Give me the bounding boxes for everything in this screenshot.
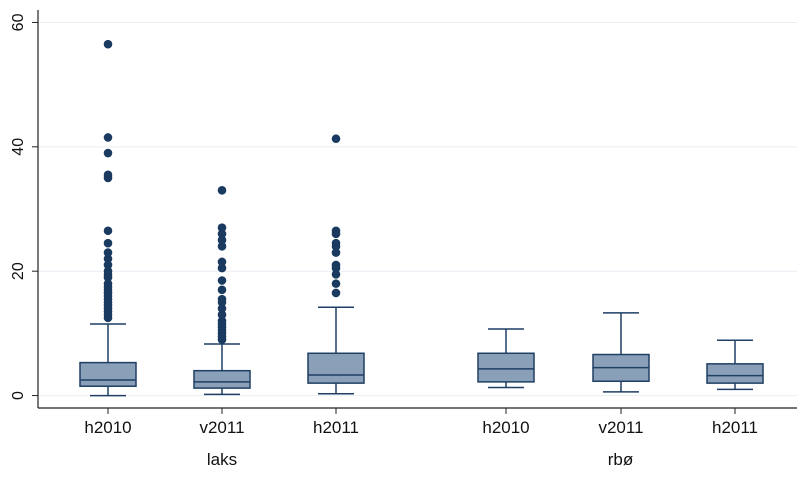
outlier-point — [331, 279, 341, 288]
outlier-point — [103, 248, 113, 257]
group-label: laks — [207, 450, 237, 469]
outlier-point — [103, 170, 113, 180]
x-tick-label: h2010 — [84, 418, 131, 437]
outlier-point — [103, 238, 113, 248]
box — [193, 369, 251, 389]
outlier-point — [217, 285, 227, 295]
outlier-point — [217, 263, 227, 273]
outlier-point — [217, 316, 227, 326]
outlier-point — [103, 133, 113, 142]
outlier-point — [103, 260, 113, 270]
x-tick-label: h2010 — [482, 418, 529, 437]
y-tick-label: 40 — [10, 138, 27, 156]
outlier-point — [331, 288, 341, 298]
outlier-point — [217, 235, 227, 245]
box — [706, 363, 764, 384]
outlier-point — [217, 242, 227, 251]
outlier-point — [103, 148, 113, 158]
x-axis: h2010 v2011 h2011 laks h2010 v2011 h2011 rbø — [38, 407, 797, 469]
box — [307, 352, 365, 384]
x-tick-label: h2011 — [313, 418, 359, 437]
box — [79, 361, 137, 387]
y-tick-label: 60 — [10, 13, 27, 31]
group-label: rbø — [608, 450, 634, 469]
outlier-point — [103, 39, 113, 49]
outlier-point — [103, 254, 113, 264]
y-tick-label: 20 — [10, 262, 27, 280]
outlier-point — [103, 279, 113, 288]
box-series — [79, 39, 764, 397]
x-tick-label: v2011 — [598, 418, 643, 437]
outlier-point — [217, 304, 227, 313]
gridlines — [38, 21, 797, 397]
outlier-point — [217, 229, 227, 239]
outlier-point — [103, 266, 113, 276]
outlier-point — [217, 223, 227, 232]
outlier-point — [217, 310, 227, 320]
outlier-point — [217, 294, 227, 304]
y-axis: 0 20 40 60 — [10, 10, 39, 408]
y-tick-label: 0 — [10, 391, 27, 400]
box — [477, 352, 535, 383]
x-tick-label: v2011 — [199, 418, 244, 437]
outlier-point — [331, 226, 341, 236]
outlier-point — [331, 260, 341, 270]
outlier-point — [217, 186, 227, 195]
x-tick-label: h2011 — [712, 418, 758, 437]
outlier-point — [331, 269, 341, 279]
outlier-point — [217, 276, 227, 285]
outlier-point — [331, 238, 341, 248]
outlier-point — [331, 134, 341, 144]
outlier-point — [331, 248, 341, 257]
outlier-point — [217, 257, 227, 267]
outlier-point — [103, 226, 113, 236]
